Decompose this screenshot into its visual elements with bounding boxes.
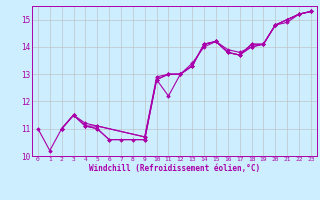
X-axis label: Windchill (Refroidissement éolien,°C): Windchill (Refroidissement éolien,°C)	[89, 164, 260, 173]
